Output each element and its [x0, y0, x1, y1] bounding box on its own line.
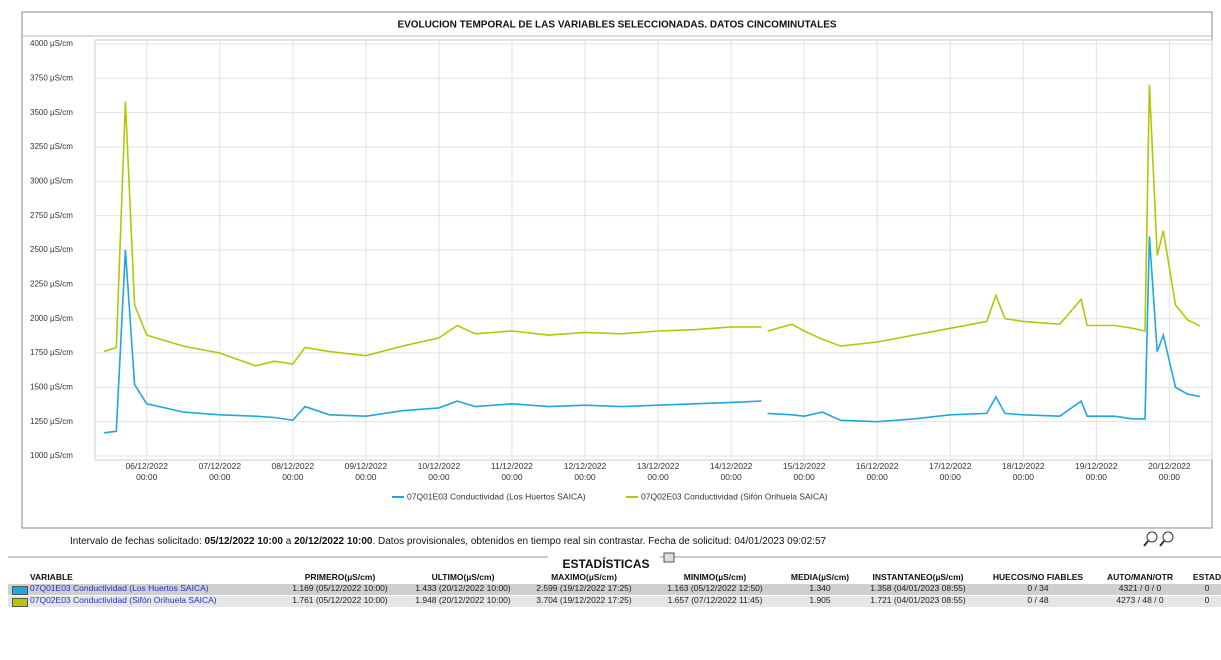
x-tick-label: 11/12/2022 00:00: [491, 461, 533, 482]
table-cell: 4273 / 48 / 0: [1116, 595, 1164, 605]
table-cell: 3.704 (19/12/2022 17:25): [536, 595, 632, 605]
table-cell: 1.657 (07/12/2022 11:45): [667, 595, 763, 605]
column-header: AUTO/MAN/OTR: [1107, 572, 1173, 582]
x-tick-label: 19/12/2022 00:00: [1075, 461, 1118, 482]
row-color: [12, 598, 28, 607]
x-tick-label: 16/12/2022 00:00: [855, 461, 899, 482]
column-header: ESTAD: [1192, 572, 1221, 582]
x-tick-label: 08/12/2022 00:00: [271, 461, 315, 482]
x-tick-label: 07/12/2022 00:00: [198, 461, 242, 482]
table-cell: 1.948 (20/12/2022 10:00): [415, 595, 511, 605]
y-tick-label: 3500 µS/cm: [30, 108, 73, 117]
y-tick-label: 2000 µS/cm: [30, 314, 73, 323]
x-tick-label: 09/12/2022 00:00: [344, 461, 388, 482]
stats-title: ESTADÍSTICAS: [562, 556, 649, 571]
stats-title-bg: [548, 550, 660, 564]
x-tick-label: 12/12/2022 00:00: [563, 461, 607, 482]
y-tick-label: 1250 µS/cm: [30, 417, 73, 426]
info-text: 20/12/2022 10:00: [294, 536, 373, 547]
x-tick-label: 17/12/2022 00:00: [928, 461, 972, 482]
table-cell: 1.169 (05/12/2022 10:00): [292, 583, 388, 593]
zoom-in-icon[interactable]: [1159, 531, 1174, 547]
table-cell: 0 / 34: [1027, 583, 1049, 593]
y-tick-label: 3250 µS/cm: [30, 142, 73, 151]
table-cell: 0 / 48: [1027, 595, 1049, 605]
series-line: [104, 236, 1200, 434]
column-header: INSTANTANEO(µS/cm): [872, 572, 964, 582]
x-tick-label: 18/12/2022 00:00: [1002, 461, 1045, 482]
y-tick-label: 1750 µS/cm: [30, 348, 73, 357]
zoom-out-icon[interactable]: [1143, 531, 1158, 547]
y-tick-label: 2250 µS/cm: [30, 279, 73, 288]
column-header: MAXIMO(µS/cm): [551, 572, 617, 582]
table-cell: 0: [1204, 595, 1210, 605]
column-header: MINIMO(µS/cm): [683, 572, 747, 582]
column-header: MEDIA(µS/cm): [790, 572, 850, 582]
series-line: [103, 84, 1201, 367]
column-header: HUECOS/NO FIABLES: [992, 572, 1084, 582]
x-tick-label: 13/12/2022 00:00: [636, 461, 680, 482]
info-text: Intervalo de fechas solicitado:: [70, 536, 205, 547]
info-text: . Datos provisionales, obtenidos en tiem…: [372, 536, 827, 547]
y-tick-label: 2750 µS/cm: [30, 211, 73, 220]
table-cell: 2.599 (19/12/2022 17:25): [536, 583, 632, 593]
y-tick-label: 3000 µS/cm: [30, 176, 73, 185]
table-cell: 0: [1204, 583, 1210, 593]
table-cell: 07Q02E03 Conductividad (Sifón Orihuela S…: [30, 595, 217, 605]
y-tick-label: 2500 µS/cm: [30, 245, 73, 254]
table-cell: 4321 / 0 / 0: [1118, 583, 1162, 593]
chart-title: EVOLUCION TEMPORAL DE LAS VARIABLES SELE…: [397, 20, 836, 31]
column-header: ULTIMO(µS/cm): [431, 572, 495, 582]
legend-label: 07Q01E03 Conductividad (Los Huertos SAIC…: [407, 491, 586, 501]
table-cell: 1.358 (04/01/2023 08:55): [870, 583, 966, 593]
x-tick-label: 20/12/2022 00:00: [1148, 461, 1191, 482]
y-tick-label: 3750 µS/cm: [30, 73, 73, 82]
legend-label: 07Q02E03 Conductividad (Sifón Orihuela S…: [641, 491, 828, 501]
table-cell: 07Q01E03 Conductividad (Los Huertos SAIC…: [30, 583, 209, 593]
collapse-icon[interactable]: [663, 552, 675, 563]
table-row: [8, 584, 1221, 595]
x-tick-label: 06/12/2022 00:00: [125, 461, 168, 482]
table-cell: 1.761 (05/12/2022 10:00): [292, 595, 388, 605]
table-cell: 1.905: [809, 595, 831, 605]
table-row: [8, 596, 1221, 607]
table-cell: 1.721 (04/01/2023 08:55): [870, 595, 966, 605]
column-header: VARIABLE: [30, 572, 73, 582]
table-cell: 1.433 (20/12/2022 10:00): [415, 583, 511, 593]
x-tick-label: 10/12/2022 00:00: [417, 461, 461, 482]
column-header: PRIMERO(µS/cm): [304, 572, 376, 582]
info-text: 05/12/2022 10:00: [204, 536, 283, 547]
interval-info: Intervalo de fechas solicitado: 05/12/20…: [70, 536, 826, 547]
info-text: a: [282, 536, 295, 547]
row-color: [12, 586, 28, 595]
x-tick-label: 15/12/2022 00:00: [782, 461, 826, 482]
y-tick-label: 4000 µS/cm: [30, 39, 73, 48]
y-tick-label: 1000 µS/cm: [30, 451, 73, 460]
y-tick-label: 1500 µS/cm: [30, 382, 73, 391]
table-cell: 1.163 (05/12/2022 12:50): [667, 583, 763, 593]
table-cell: 1.340: [809, 583, 831, 593]
x-tick-label: 14/12/2022 00:00: [709, 461, 753, 482]
